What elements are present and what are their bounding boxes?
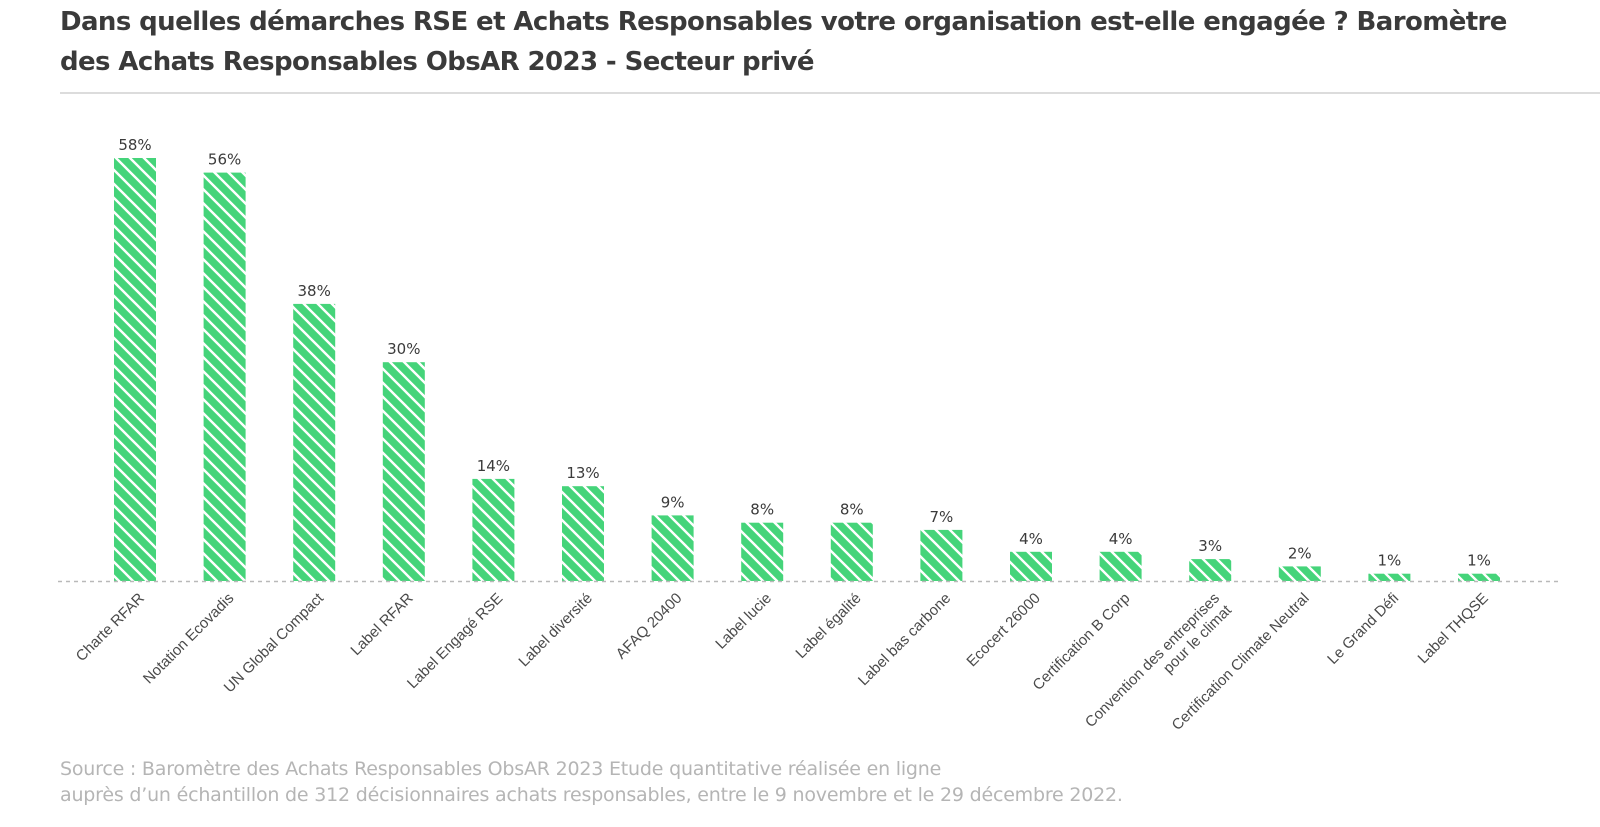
bar-12 [1099,551,1142,581]
bar-5 [472,478,515,581]
value-label-8: 8% [750,501,774,519]
bar-10 [920,529,963,581]
value-label-16: 1% [1467,552,1491,570]
value-label-14: 2% [1288,544,1312,562]
value-label-1: 58% [118,136,151,154]
bars [114,158,1500,581]
bar-15 [1368,573,1411,581]
value-label-7: 9% [661,493,685,511]
value-label-3: 38% [298,282,331,300]
value-label-5: 14% [477,457,510,475]
bar-7 [651,515,694,581]
bar-chart: 58% 56% 38% 30% 14% 13% 9% 8% 8% 7% 4% 4% 3% 2% 1% 1% C… [58,136,1560,734]
value-label-2: 56% [208,151,241,169]
category-label-12: Certification B Corp [1029,590,1133,694]
source-note: Source : Baromètre des Achats Responsabl… [60,756,1260,808]
value-label-6: 13% [566,464,599,482]
category-label-9: Label égalité [792,590,864,662]
bar-9 [830,522,873,581]
category-label-16: Label THQSE [1415,590,1492,667]
bar-2 [203,172,246,581]
category-label-4: Label RFAR [347,590,416,659]
bar-14 [1278,566,1321,581]
source-line-1: Source : Baromètre des Achats Responsabl… [60,758,942,780]
bar-8 [741,522,784,581]
value-label-13: 3% [1198,537,1222,555]
bar-11 [1010,551,1052,581]
chart-title: Dans quelles démarches RSE et Achats Res… [60,7,1507,77]
category-label-8: Label lucie [712,590,775,653]
category-label-2: Notation Ecovadis [140,590,238,688]
category-label-7: AFAQ 20400 [613,590,686,663]
category-label-3: UN Global Compact [221,589,328,696]
value-label-4: 30% [387,340,420,358]
category-label-1: Charte RFAR [73,590,148,665]
value-labels: 58% 56% 38% 30% 14% 13% 9% 8% 8% 7% 4% 4% 3% 2% 1% 1% [118,136,1491,570]
value-label-12: 4% [1109,530,1133,548]
bar-13 [1189,559,1232,581]
value-label-10: 7% [930,508,954,526]
bar-4 [382,362,425,581]
title-divider [60,92,1600,94]
category-label-10: Label bas carbone [855,590,954,689]
value-label-11: 4% [1019,530,1043,548]
bar-16 [1458,573,1500,581]
source-line-2: auprès d’un échantillon de 312 décisionn… [60,784,1123,806]
value-label-9: 8% [840,501,864,519]
category-label-11: Ecocert 26000 [963,590,1043,670]
category-label-15: Le Grand Défi [1324,590,1402,668]
category-label-6: Label diversité [515,590,595,670]
category-label-5: Label Engagé RSE [404,590,506,692]
bar-6 [562,486,604,581]
value-label-15: 1% [1378,552,1402,570]
bar-3 [293,303,336,581]
bar-1 [114,158,156,581]
